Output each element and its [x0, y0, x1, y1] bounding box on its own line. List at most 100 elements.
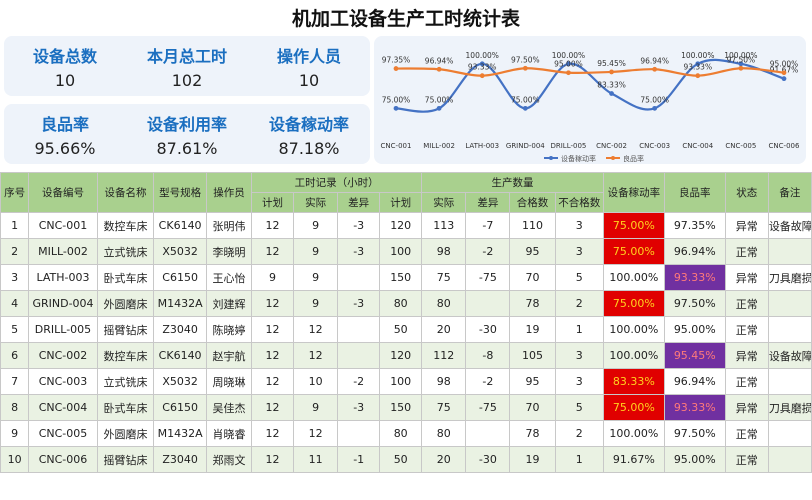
cell-hours-diff[interactable]: -3	[337, 290, 381, 317]
cell-qualified[interactable]: 95	[509, 238, 556, 265]
cell-model[interactable]: Z3040	[153, 316, 207, 343]
cell-seq[interactable]: 1	[0, 212, 30, 239]
cell-prod-diff[interactable]: -8	[465, 342, 511, 369]
cell-hours-actual[interactable]: 11	[293, 446, 339, 473]
cell-prod-actual[interactable]: 75	[421, 264, 467, 291]
cell-device-code[interactable]: DRILL-005	[28, 316, 98, 343]
cell-qualified[interactable]: 78	[509, 420, 556, 447]
cell-prod-actual[interactable]: 112	[421, 342, 467, 369]
cell-model[interactable]: X5032	[153, 238, 207, 265]
cell-prod-plan[interactable]: 80	[379, 290, 423, 317]
cell-device-name[interactable]: 外圆磨床	[96, 420, 155, 447]
cell-hours-actual[interactable]: 12	[293, 420, 339, 447]
cell-prod-diff[interactable]: -7	[465, 212, 511, 239]
cell-unqualified[interactable]: 3	[554, 342, 604, 369]
cell-yield[interactable]: 97.50%	[663, 420, 726, 447]
cell-note[interactable]	[767, 238, 812, 265]
cell-device-code[interactable]: LATH-003	[28, 264, 98, 291]
cell-qualified[interactable]: 95	[509, 368, 556, 395]
cell-operator[interactable]: 刘建辉	[205, 290, 253, 317]
cell-yield[interactable]: 93.33%	[663, 394, 726, 421]
cell-status[interactable]: 正常	[724, 290, 769, 317]
cell-hours-plan[interactable]: 12	[251, 368, 295, 395]
cell-operator[interactable]: 吴佳杰	[205, 394, 253, 421]
cell-device-code[interactable]: CNC-002	[28, 342, 98, 369]
cell-note[interactable]: 刀具磨损	[767, 394, 812, 421]
cell-operator[interactable]: 周晓琳	[205, 368, 253, 395]
cell-seq[interactable]: 2	[0, 238, 30, 265]
cell-prod-plan[interactable]: 150	[379, 394, 423, 421]
cell-prod-diff[interactable]	[465, 290, 511, 317]
cell-seq[interactable]: 3	[0, 264, 30, 291]
cell-hours-diff[interactable]	[337, 264, 381, 291]
cell-prod-actual[interactable]: 20	[421, 446, 467, 473]
cell-hours-plan[interactable]: 12	[251, 238, 295, 265]
cell-prod-plan[interactable]: 150	[379, 264, 423, 291]
cell-device-code[interactable]: CNC-006	[28, 446, 98, 473]
cell-note[interactable]	[767, 316, 812, 343]
cell-note[interactable]: 设备故障	[767, 342, 812, 369]
cell-hours-diff[interactable]: -2	[337, 368, 381, 395]
cell-device-name[interactable]: 摇臂钻床	[96, 316, 155, 343]
cell-unqualified[interactable]: 5	[554, 264, 604, 291]
cell-qualified[interactable]: 70	[509, 264, 556, 291]
cell-hours-plan[interactable]: 12	[251, 394, 295, 421]
cell-note[interactable]: 设备故障	[767, 212, 812, 239]
cell-yield[interactable]: 97.50%	[663, 290, 726, 317]
cell-prod-plan[interactable]: 120	[379, 342, 423, 369]
cell-qualified[interactable]: 78	[509, 290, 556, 317]
cell-hours-diff[interactable]: -3	[337, 212, 381, 239]
cell-hours-plan[interactable]: 9	[251, 264, 295, 291]
cell-device-name[interactable]: 卧式车床	[96, 264, 155, 291]
cell-yield[interactable]: 95.00%	[663, 316, 726, 343]
cell-model[interactable]: Z3040	[153, 446, 207, 473]
cell-hours-actual[interactable]: 9	[293, 264, 339, 291]
cell-device-name[interactable]: 数控车床	[96, 212, 155, 239]
cell-oee[interactable]: 100.00%	[602, 342, 665, 369]
cell-device-code[interactable]: MILL-002	[28, 238, 98, 265]
cell-hours-diff[interactable]	[337, 342, 381, 369]
cell-oee[interactable]: 100.00%	[602, 420, 665, 447]
cell-hours-actual[interactable]: 9	[293, 290, 339, 317]
cell-prod-actual[interactable]: 80	[421, 290, 467, 317]
cell-operator[interactable]: 赵宇航	[205, 342, 253, 369]
cell-status[interactable]: 异常	[724, 394, 769, 421]
cell-prod-actual[interactable]: 98	[421, 238, 467, 265]
cell-status[interactable]: 异常	[724, 342, 769, 369]
cell-oee[interactable]: 100.00%	[602, 264, 665, 291]
cell-unqualified[interactable]: 1	[554, 316, 604, 343]
cell-status[interactable]: 正常	[724, 316, 769, 343]
cell-device-code[interactable]: CNC-001	[28, 212, 98, 239]
cell-prod-plan[interactable]: 50	[379, 316, 423, 343]
cell-seq[interactable]: 10	[0, 446, 30, 473]
cell-unqualified[interactable]: 1	[554, 446, 604, 473]
cell-hours-actual[interactable]: 9	[293, 238, 339, 265]
cell-status[interactable]: 异常	[724, 264, 769, 291]
cell-note[interactable]: 刀具磨损	[767, 264, 812, 291]
cell-prod-actual[interactable]: 20	[421, 316, 467, 343]
cell-qualified[interactable]: 19	[509, 446, 556, 473]
cell-qualified[interactable]: 110	[509, 212, 556, 239]
cell-device-name[interactable]: 立式铣床	[96, 368, 155, 395]
cell-operator[interactable]: 肖晓睿	[205, 420, 253, 447]
cell-note[interactable]	[767, 446, 812, 473]
cell-operator[interactable]: 郑雨文	[205, 446, 253, 473]
cell-device-code[interactable]: GRIND-004	[28, 290, 98, 317]
cell-hours-actual[interactable]: 10	[293, 368, 339, 395]
cell-hours-diff[interactable]	[337, 420, 381, 447]
cell-model[interactable]: C6150	[153, 264, 207, 291]
cell-operator[interactable]: 张明伟	[205, 212, 253, 239]
cell-note[interactable]	[767, 368, 812, 395]
cell-unqualified[interactable]: 5	[554, 394, 604, 421]
cell-status[interactable]: 正常	[724, 368, 769, 395]
cell-seq[interactable]: 7	[0, 368, 30, 395]
cell-prod-plan[interactable]: 100	[379, 238, 423, 265]
cell-hours-actual[interactable]: 12	[293, 342, 339, 369]
cell-unqualified[interactable]: 2	[554, 290, 604, 317]
cell-qualified[interactable]: 105	[509, 342, 556, 369]
cell-hours-plan[interactable]: 12	[251, 290, 295, 317]
cell-unqualified[interactable]: 3	[554, 212, 604, 239]
cell-qualified[interactable]: 70	[509, 394, 556, 421]
cell-operator[interactable]: 王心怡	[205, 264, 253, 291]
cell-prod-actual[interactable]: 113	[421, 212, 467, 239]
